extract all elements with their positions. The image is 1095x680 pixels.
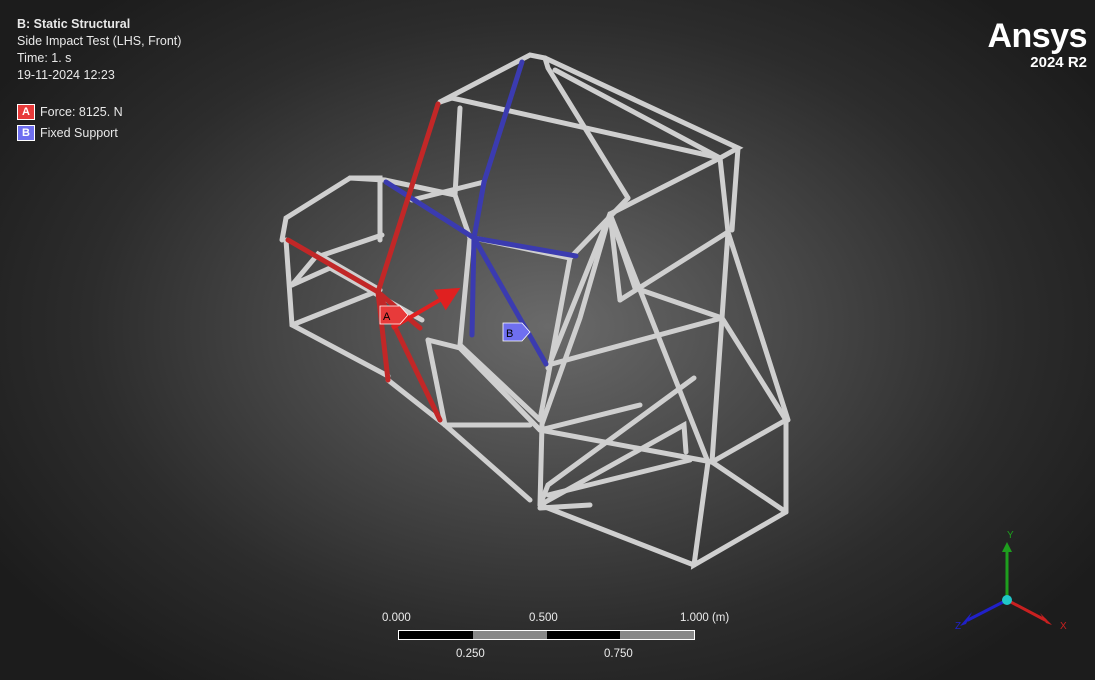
legend-swatch-b: B [17,124,35,141]
support-tag-label: B [506,328,513,340]
legend-item-force[interactable]: A Force: 8125. N [17,101,123,122]
triad-y-label: Y [1007,530,1014,541]
analysis-title: B: Static Structural [17,17,131,31]
analysis-time: Time: 1. s [17,51,72,65]
legend-label-force: Force: 8125. N [40,104,123,119]
logo-brand: Ansys [987,17,1087,55]
scale-bar-graphic [398,630,695,640]
triad-z-label: Z [955,621,961,632]
force-tag-label: A [383,311,391,323]
coordinate-triad[interactable]: Y X Z [955,530,1067,632]
ansys-logo: Ansys 2024 R2 [987,18,1087,72]
scale-label-0-75: 0.750 [604,648,633,660]
analysis-datetime: 19-11-2024 12:23 [17,68,115,82]
scale-label-0-25: 0.250 [456,648,485,660]
force-tag[interactable]: A [379,305,409,325]
legend-label-support: Fixed Support [40,125,118,140]
scale-label-0: 0.000 [382,612,411,624]
scale-bar: 0.000 0.500 1.000 (m) 0.250 0.750 [380,612,740,672]
analysis-subtitle: Side Impact Test (LHS, Front) [17,34,182,48]
boundary-legend: A Force: 8125. N B Fixed Support [17,101,123,143]
legend-swatch-a: A [17,103,35,120]
scale-label-0-5: 0.500 [529,612,558,624]
legend-item-support[interactable]: B Fixed Support [17,122,123,143]
support-tag[interactable]: B [502,322,531,342]
fixed-support-members [383,59,579,367]
roll-cage-frame [279,52,791,570]
analysis-info: B: Static Structural Side Impact Test (L… [17,16,181,84]
scale-label-1: 1.000 (m) [680,612,730,624]
logo-version: 2024 R2 [1030,54,1087,71]
triad-x-label: X [1060,621,1067,632]
